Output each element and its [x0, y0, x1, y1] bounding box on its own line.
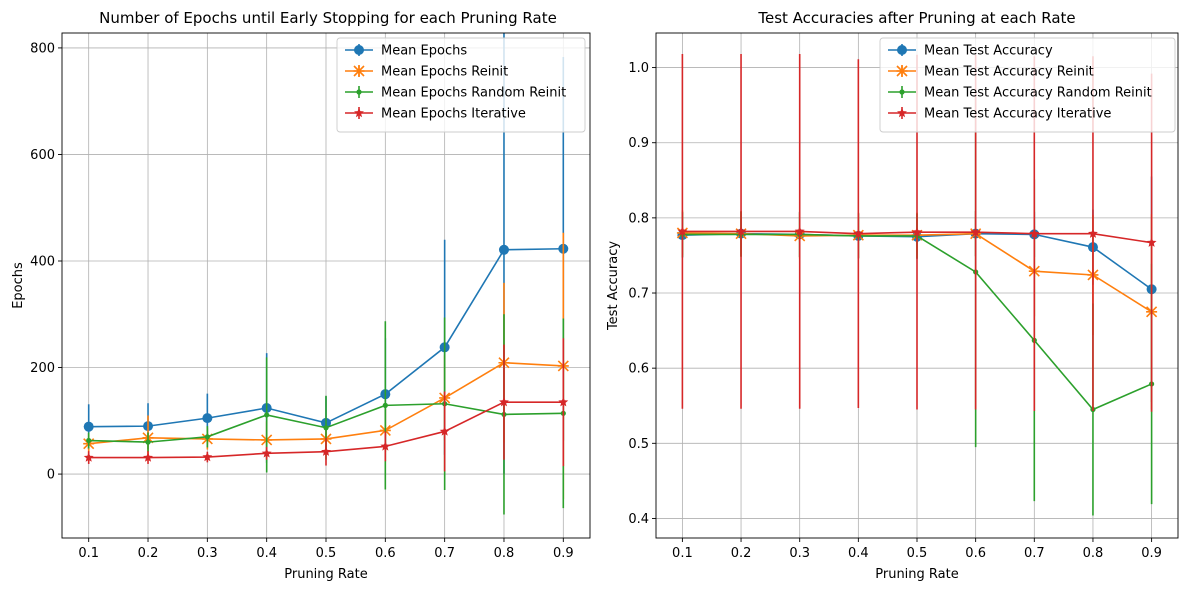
legend-marker [897, 107, 907, 118]
legend-item: Mean Test Accuracy Reinit [888, 65, 1094, 80]
data-point [736, 226, 746, 236]
y-tick-label: 0.5 [628, 437, 649, 452]
data-point [677, 226, 688, 236]
x-tick-label: 0.9 [1141, 546, 1162, 561]
data-point [970, 226, 981, 237]
legend-label: Mean Test Accuracy Random Reinit [924, 86, 1152, 101]
data-point [261, 448, 272, 458]
y-tick-label: 0.9 [628, 136, 649, 151]
x-tick-label: 0.5 [316, 546, 337, 561]
legend-item: Mean Epochs [345, 44, 467, 59]
legend-item: Mean Test Accuracy [888, 44, 1053, 59]
y-axis-label: Epochs [11, 262, 26, 309]
data-point [853, 228, 864, 238]
data-point [83, 421, 94, 432]
x-tick-label: 0.4 [256, 546, 277, 561]
legend-marker [356, 89, 362, 95]
legend-label: Mean Epochs Reinit [381, 65, 508, 80]
x-tick-label: 0.4 [848, 546, 869, 561]
y-tick-label: 0.8 [628, 211, 649, 226]
data-point [202, 451, 213, 462]
chart-title: Number of Epochs until Early Stopping fo… [99, 9, 557, 27]
data-point [202, 413, 213, 424]
ticks: 0.1 0.2 0.3 0.4 0.5 0.6 0.7 0.8 0.9 0.4 0.5 0.6 0.7 0… [628, 61, 1162, 561]
x-tick-label: 0.5 [907, 546, 928, 561]
x-tick-label: 0.6 [965, 546, 986, 561]
ticks: 0.1 0.2 0.3 0.4 0.5 0.6 0.7 0.8 0.9 0 200 400 600 800 [30, 41, 573, 561]
x-tick-label: 0.7 [1024, 546, 1045, 561]
x-tick-label: 0.3 [789, 546, 810, 561]
x-axis-label: Pruning Rate [284, 567, 367, 582]
x-tick-label: 0.8 [494, 546, 515, 561]
x-axis-label: Pruning Rate [875, 567, 958, 582]
data-point [380, 441, 391, 451]
data-point [323, 425, 329, 431]
data-point [1088, 228, 1098, 238]
legend-marker [899, 89, 905, 95]
legend-label: Mean Epochs [381, 44, 467, 59]
y-tick-label: 0.6 [628, 362, 649, 377]
x-tick-label: 0.8 [1083, 546, 1104, 561]
legend-marker [896, 65, 908, 77]
epochs-chart: 0.1 0.2 0.3 0.4 0.5 0.6 0.7 0.8 0.9 0 200 400 600 800… [11, 9, 591, 582]
legend-label: Mean Test Accuracy Iterative [924, 107, 1111, 122]
data-point [1146, 237, 1157, 247]
legend: Mean Epochs Mean Epochs Reinit Mean Epochs… [336, 37, 586, 133]
series-3 [83, 338, 569, 472]
legend-label: Mean Epochs Random Reinit [381, 86, 566, 101]
x-tick-label: 0.2 [138, 546, 159, 561]
legend-marker [354, 45, 364, 55]
data-point [558, 396, 569, 407]
legend-marker [354, 107, 364, 118]
y-tick-label: 0.7 [628, 287, 649, 302]
chart-title: Test Accuracies after Pruning at each Ra… [757, 9, 1075, 27]
legend-label: Mean Epochs Iterative [381, 107, 526, 122]
data-point [143, 452, 153, 462]
x-tick-label: 0.9 [553, 546, 574, 561]
accuracy-chart: 0.1 0.2 0.3 0.4 0.5 0.6 0.7 0.8 0.9 0.4 0.5 0.6 0.7 0… [606, 9, 1179, 582]
data-point [499, 396, 509, 407]
data-point [498, 244, 509, 255]
legend: Mean Test Accuracy Mean Test Accuracy Rei… [879, 37, 1176, 133]
y-tick-label: 200 [30, 361, 55, 376]
x-tick-label: 0.1 [672, 546, 693, 561]
legend-item: Mean Test Accuracy Random Reinit [888, 86, 1152, 101]
data-point [321, 446, 331, 456]
data-point [204, 434, 210, 440]
x-tick-label: 0.6 [375, 546, 396, 561]
x-tick-label: 0.3 [197, 546, 218, 561]
data-point [912, 226, 922, 237]
legend-item: Mean Epochs Reinit [345, 65, 508, 80]
data-point [382, 402, 388, 408]
legend-box [879, 37, 1176, 133]
legend-box [336, 37, 586, 133]
y-axis-label: Test Accuracy [606, 241, 621, 331]
y-tick-label: 0.4 [628, 512, 649, 527]
y-tick-label: 1.0 [628, 61, 649, 76]
legend-label: Mean Test Accuracy Reinit [924, 65, 1094, 80]
x-tick-label: 0.2 [731, 546, 752, 561]
data-point [264, 412, 270, 418]
x-tick-label: 0.7 [434, 546, 455, 561]
y-tick-label: 400 [30, 254, 55, 269]
y-tick-label: 600 [30, 148, 55, 163]
data-point [1029, 228, 1040, 238]
data-point [86, 437, 92, 444]
legend-label: Mean Test Accuracy [924, 44, 1053, 59]
legend-marker [897, 45, 907, 55]
y-tick-label: 800 [30, 41, 55, 56]
x-tick-label: 0.1 [78, 546, 99, 561]
legend-item: Mean Epochs Random Reinit [345, 86, 566, 101]
data-point [439, 426, 450, 436]
legend-item: Mean Test Accuracy Iterative [888, 107, 1111, 122]
data-point [145, 439, 151, 445]
legend-marker [353, 65, 365, 77]
y-tick-label: 0 [47, 468, 55, 483]
data-point [794, 226, 805, 236]
legend-item: Mean Epochs Iterative [345, 107, 526, 122]
data-point [83, 452, 94, 462]
